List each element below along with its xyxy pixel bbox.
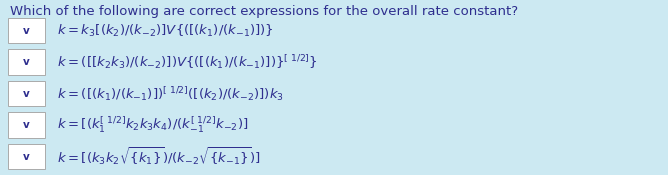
Text: $\mathit{k = [(k_1^{[\ 1/2]}k_2k_3k_4)/(k_{-1}^{[\ 1/2]}k_{-2})]}$: $\mathit{k = [(k_1^{[\ 1/2]}k_2k_3k_4)/(… <box>57 115 248 135</box>
Text: v: v <box>23 26 30 36</box>
Text: $\mathit{k = k_3[(k_2)/(k_{-2})]V\{([(k_1)/(k_{-1})])\}}$: $\mathit{k = k_3[(k_2)/(k_{-2})]V\{([(k_… <box>57 23 274 39</box>
Text: v: v <box>23 152 30 162</box>
FancyBboxPatch shape <box>8 113 45 138</box>
FancyBboxPatch shape <box>8 18 45 43</box>
FancyBboxPatch shape <box>8 81 45 106</box>
Text: v: v <box>23 57 30 67</box>
Text: v: v <box>23 120 30 130</box>
Text: Which of the following are correct expressions for the overall rate constant?: Which of the following are correct expre… <box>10 5 518 18</box>
Text: $\mathit{k = ([(k_1)/(k_{-1})])^{[\ 1/2]}([(k_2)/(k_{-2})])k_3}$: $\mathit{k = ([(k_1)/(k_{-1})])^{[\ 1/2]… <box>57 85 284 103</box>
FancyBboxPatch shape <box>8 49 45 75</box>
Text: $\mathit{k = ([[k_2k_3)/(k_{-2})])V\{([(k_1)/(k_{-1})])\}^{[\ 1/2]}\}}$: $\mathit{k = ([[k_2k_3)/(k_{-2})])V\{([(… <box>57 53 318 71</box>
FancyBboxPatch shape <box>8 144 45 169</box>
Text: $\mathit{k = [(k_3k_2\sqrt{\{k_1\}})/(k_{-2}\sqrt{\{k_{-1}\}})]}$: $\mathit{k = [(k_3k_2\sqrt{\{k_1\}})/(k_… <box>57 146 261 168</box>
Text: v: v <box>23 89 30 99</box>
